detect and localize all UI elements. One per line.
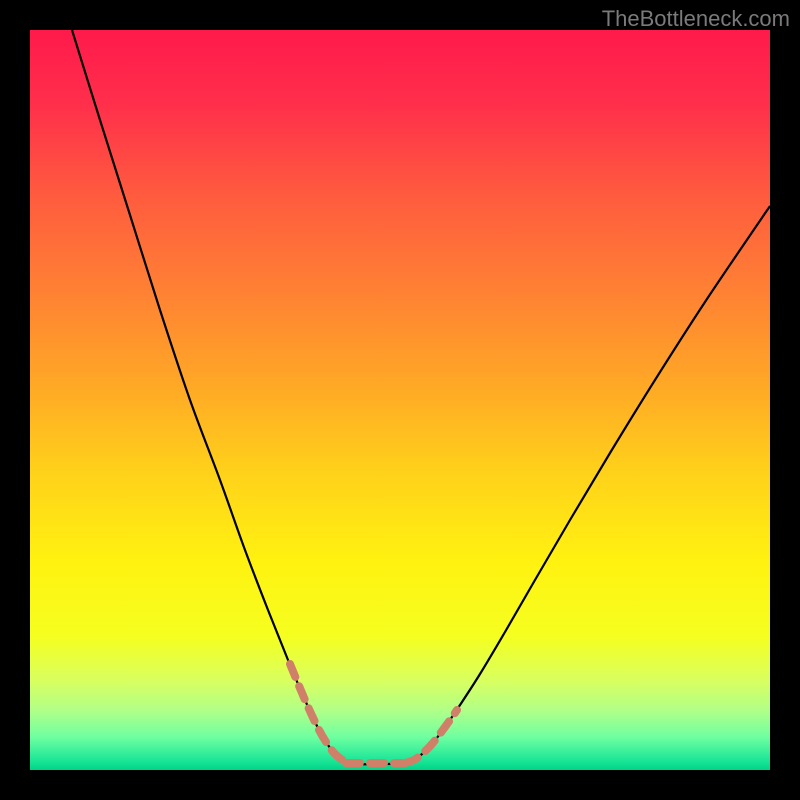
watermark-text: TheBottleneck.com	[602, 6, 790, 32]
floor-marker-right	[405, 710, 457, 763]
plot-area	[30, 30, 770, 770]
floor-marker-left	[290, 664, 344, 761]
bottleneck-curve-layer	[30, 30, 770, 770]
bottleneck-curve	[72, 30, 770, 764]
